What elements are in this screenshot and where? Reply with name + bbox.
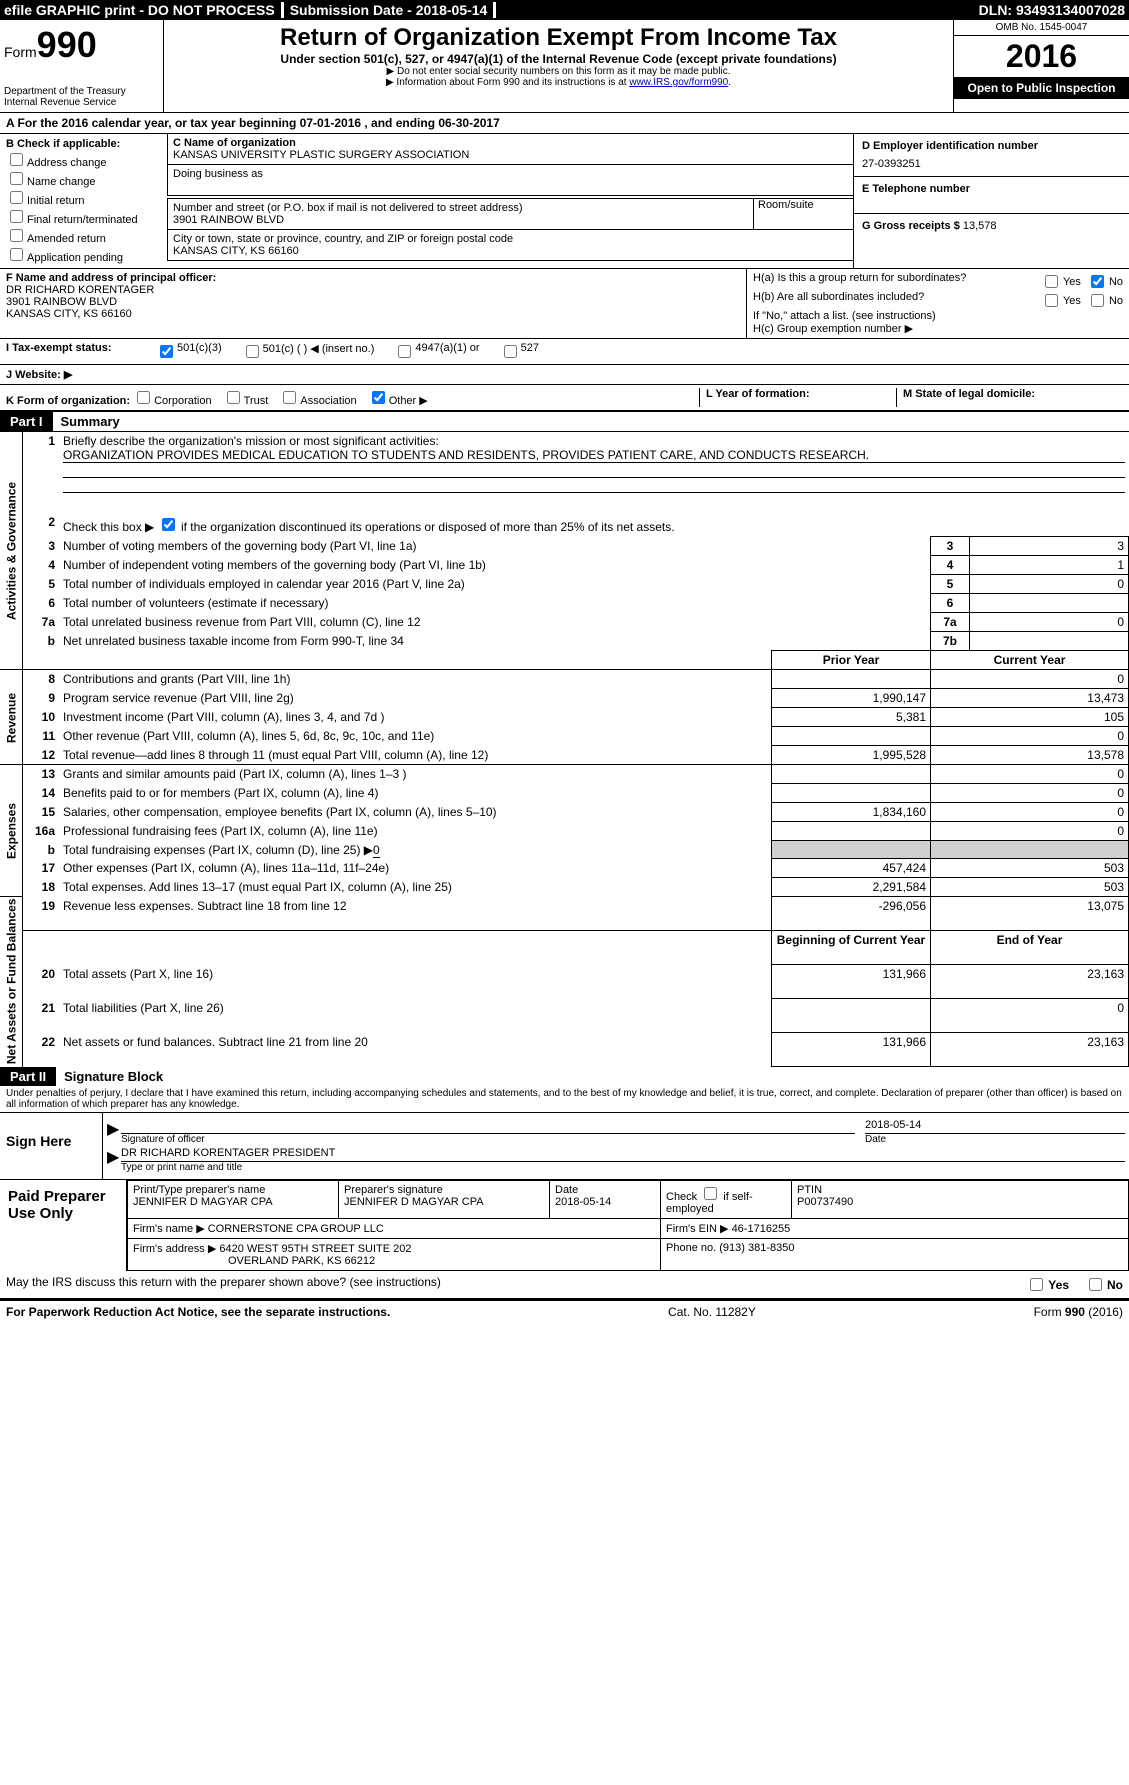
cb-4947[interactable] [398, 345, 411, 358]
box-h: H(a) Is this a group return for subordin… [747, 269, 1129, 338]
val-l7b [970, 632, 1129, 651]
vlabel-ag: Activities & Governance [0, 432, 23, 670]
efile-label: efile GRAPHIC print - DO NOT PROCESS [4, 2, 275, 18]
part-2-header: Part II Signature Block [0, 1067, 1129, 1086]
mission: ORGANIZATION PROVIDES MEDICAL EDUCATION … [63, 448, 1125, 463]
gross-receipts: 13,578 [963, 220, 997, 232]
cb-discuss-yes[interactable] [1030, 1278, 1043, 1291]
val-l7a: 0 [970, 613, 1129, 632]
box-b: B Check if applicable: Address change Na… [0, 134, 167, 268]
box-c: C Name of organization KANSAS UNIVERSITY… [167, 134, 853, 268]
cb-ha-yes[interactable] [1045, 275, 1058, 288]
box-i: I Tax-exempt status: 501(c)(3) 501(c) ( … [0, 338, 1129, 364]
cb-discuss-no[interactable] [1089, 1278, 1102, 1291]
officer-name: DR RICHARD KORENTAGER PRESIDENT [121, 1147, 1125, 1162]
form-header: Form990 Department of the Treasury Inter… [0, 20, 1129, 113]
cb-self-employed[interactable] [704, 1187, 717, 1200]
box-k-l-m: K Form of organization: Corporation Trus… [0, 384, 1129, 412]
cb-address-change[interactable] [10, 153, 23, 166]
val-l5: 0 [970, 575, 1129, 594]
submission-date: Submission Date - 2018-05-14 [290, 2, 488, 18]
org-city: KANSAS CITY, KS 66160 [173, 245, 848, 257]
cb-pending[interactable] [10, 248, 23, 261]
part-1-header: Part I Summary [0, 412, 1129, 431]
val-l3: 3 [970, 537, 1129, 556]
cb-hb-no[interactable] [1091, 294, 1104, 307]
box-j: J Website: ▶ [0, 364, 1129, 384]
discuss-row: May the IRS discuss this return with the… [0, 1271, 1129, 1299]
form-title: Return of Organization Exempt From Incom… [168, 24, 949, 52]
cb-corp[interactable] [137, 391, 150, 404]
form990-link[interactable]: www.IRS.gov/form990 [629, 77, 728, 88]
cb-final-return[interactable] [10, 210, 23, 223]
org-address: 3901 RAINBOW BLVD [173, 214, 753, 226]
tax-year: 2016 [954, 36, 1129, 77]
val-l6 [970, 594, 1129, 613]
cb-trust[interactable] [227, 391, 240, 404]
perjury-statement: Under penalties of perjury, I declare th… [0, 1086, 1129, 1112]
vlabel-rev: Revenue [0, 670, 23, 765]
footer: For Paperwork Reduction Act Notice, see … [0, 1299, 1129, 1323]
box-d-e-g: D Employer identification number 27-0393… [853, 134, 1129, 268]
cb-hb-yes[interactable] [1045, 294, 1058, 307]
vlabel-net: Net Assets or Fund Balances [0, 897, 23, 1067]
cb-assoc[interactable] [283, 391, 296, 404]
dln: DLN: 93493134007028 [979, 2, 1125, 18]
cb-name-change[interactable] [10, 172, 23, 185]
summary-table: Activities & Governance 1 Briefly descri… [0, 431, 1129, 1067]
ein: 27-0393251 [862, 158, 1121, 170]
cb-other[interactable] [372, 391, 385, 404]
cb-501c3[interactable] [160, 345, 173, 358]
cb-discontinued[interactable] [162, 518, 175, 531]
val-l4: 1 [970, 556, 1129, 575]
cb-527[interactable] [504, 345, 517, 358]
sign-here-block: Sign Here ▶ Signature of officer 2018-05… [0, 1112, 1129, 1180]
box-f: F Name and address of principal officer:… [0, 269, 747, 338]
section-a: A For the 2016 calendar year, or tax yea… [0, 113, 1129, 134]
cb-ha-no[interactable] [1091, 275, 1104, 288]
cb-501c[interactable] [246, 345, 259, 358]
org-name: KANSAS UNIVERSITY PLASTIC SURGERY ASSOCI… [173, 149, 848, 161]
top-bar: efile GRAPHIC print - DO NOT PROCESS Sub… [0, 0, 1129, 20]
cb-amended[interactable] [10, 229, 23, 242]
paid-preparer-block: Paid Preparer Use Only Print/Type prepar… [0, 1180, 1129, 1271]
cb-initial-return[interactable] [10, 191, 23, 204]
vlabel-exp: Expenses [0, 765, 23, 897]
